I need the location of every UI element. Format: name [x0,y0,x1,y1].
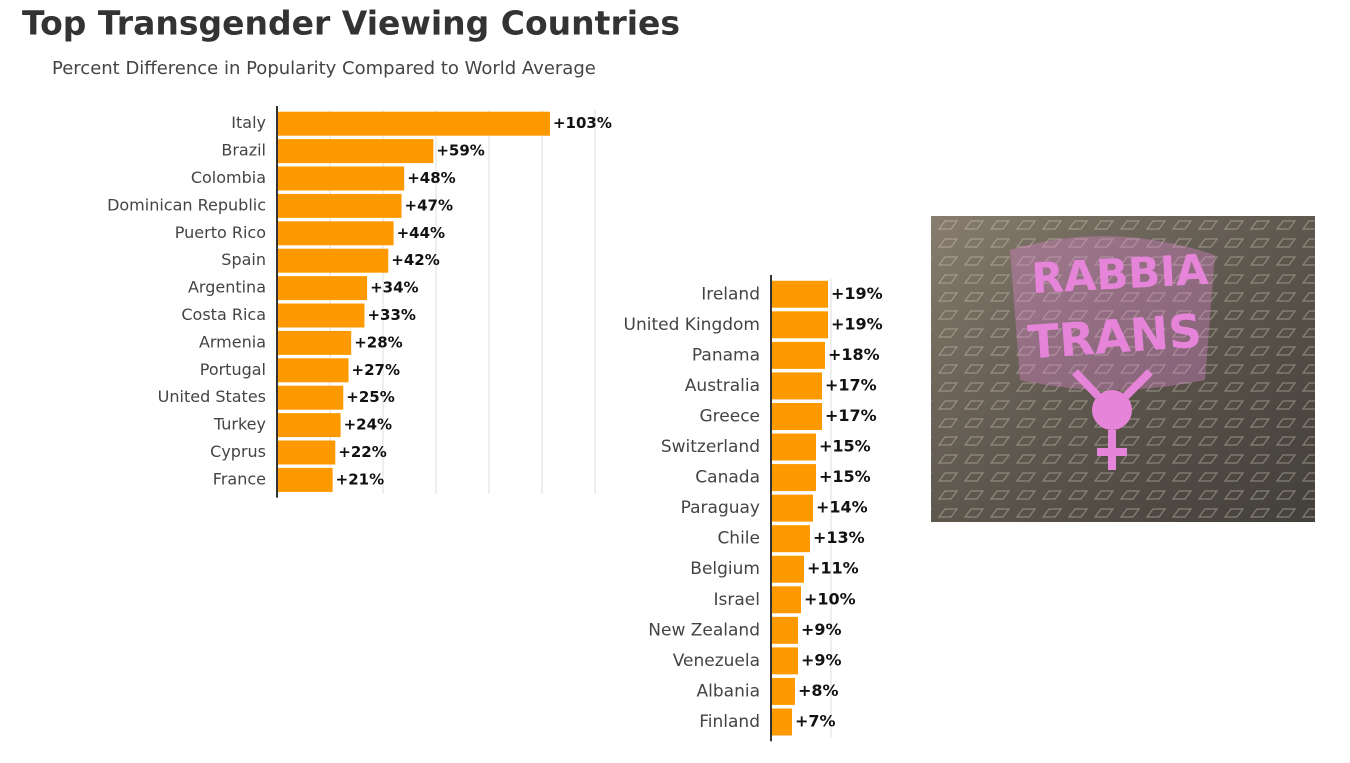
trans-symbol [1092,390,1132,430]
graffiti-text: TRANS [1026,304,1203,370]
y-tick-label: Italy [231,113,266,132]
y-tick-label: United States [158,387,266,406]
value-label: +22% [338,443,386,461]
y-tick-label: Albania [697,681,760,701]
y-tick-label: Puerto Rico [175,223,266,242]
y-tick-label: Panama [692,345,760,365]
value-label: +34% [370,279,418,297]
value-label: +103% [553,114,612,132]
bar [771,647,798,675]
bar [771,555,804,583]
value-label: +59% [436,142,484,160]
bar [771,677,795,705]
y-tick-label: Turkey [213,415,266,434]
value-label: +15% [819,467,871,486]
bar [277,385,344,410]
value-label: +17% [825,406,877,425]
y-tick-label: Ireland [701,284,760,304]
value-label: +47% [405,196,453,214]
bar [277,413,341,438]
bar [277,111,550,136]
bar [277,467,333,492]
bar [771,402,822,430]
value-label: +10% [804,589,856,608]
chart-title: Top Transgender Viewing Countries [22,4,680,43]
value-label: +9% [801,650,842,669]
bar [277,276,368,301]
y-tick-label: New Zealand [648,620,760,640]
y-tick-label: Colombia [191,168,266,187]
bar [277,221,394,246]
value-label: +18% [828,345,880,364]
bar [277,193,402,218]
value-label: +19% [831,284,883,303]
y-tick-label: Chile [717,529,760,549]
bar [771,311,828,339]
bar [277,248,389,273]
y-tick-label: Armenia [199,332,266,351]
value-label: +27% [352,361,400,379]
bar [277,166,405,191]
value-label: +13% [813,528,865,547]
y-tick-label: Cyprus [210,442,266,461]
value-label: +9% [801,620,842,639]
value-label: +44% [397,224,445,242]
bar [771,464,816,492]
y-tick-label: France [213,469,266,488]
chart-subtitle: Percent Difference in Popularity Compare… [52,58,596,79]
paint-haze [1010,236,1215,390]
bar [771,525,810,553]
value-label: +8% [798,681,839,700]
value-label: +33% [367,306,415,324]
y-tick-label: Canada [695,468,760,488]
bar [771,586,801,614]
y-tick-label: Brazil [221,141,266,160]
value-label: +11% [807,559,859,578]
y-tick-label: Argentina [188,278,266,297]
y-tick-label: Costa Rica [181,305,266,324]
value-label: +7% [795,711,836,730]
trans-symbol [1072,369,1153,470]
y-tick-label: Switzerland [661,437,760,457]
bar [771,494,813,522]
y-tick-label: Portugal [200,360,266,379]
value-label: +24% [344,416,392,434]
bar [771,280,828,308]
y-tick-label: Venezuela [673,651,760,671]
bar [277,330,352,355]
value-label: +17% [825,375,877,394]
value-label: +28% [354,333,402,351]
bar [277,358,349,383]
bar [277,440,336,465]
bar [771,708,792,736]
photo-light [931,216,1315,522]
y-tick-label: Paraguay [681,498,760,518]
y-tick-label: Australia [685,376,760,396]
value-label: +25% [346,388,394,406]
graffiti-text: RABBIA [1030,245,1210,303]
y-tick-label: United Kingdom [624,315,760,335]
value-label: +19% [831,314,883,333]
bar [771,372,822,400]
bar [277,303,365,328]
value-label: +14% [816,498,868,517]
y-tick-label: Belgium [690,559,760,579]
bar [771,433,816,461]
y-tick-label: Greece [699,406,760,426]
value-label: +48% [407,169,455,187]
y-tick-label: Spain [221,250,266,269]
bar [771,341,825,369]
bar [277,139,434,164]
y-tick-label: Finland [699,712,760,732]
value-label: +42% [391,251,439,269]
bar [771,616,798,644]
photo: RABBIA TRANS [931,216,1315,522]
y-tick-label: Israel [714,590,760,610]
value-label: +21% [336,470,384,488]
value-label: +15% [819,437,871,456]
y-tick-label: Dominican Republic [107,195,266,214]
